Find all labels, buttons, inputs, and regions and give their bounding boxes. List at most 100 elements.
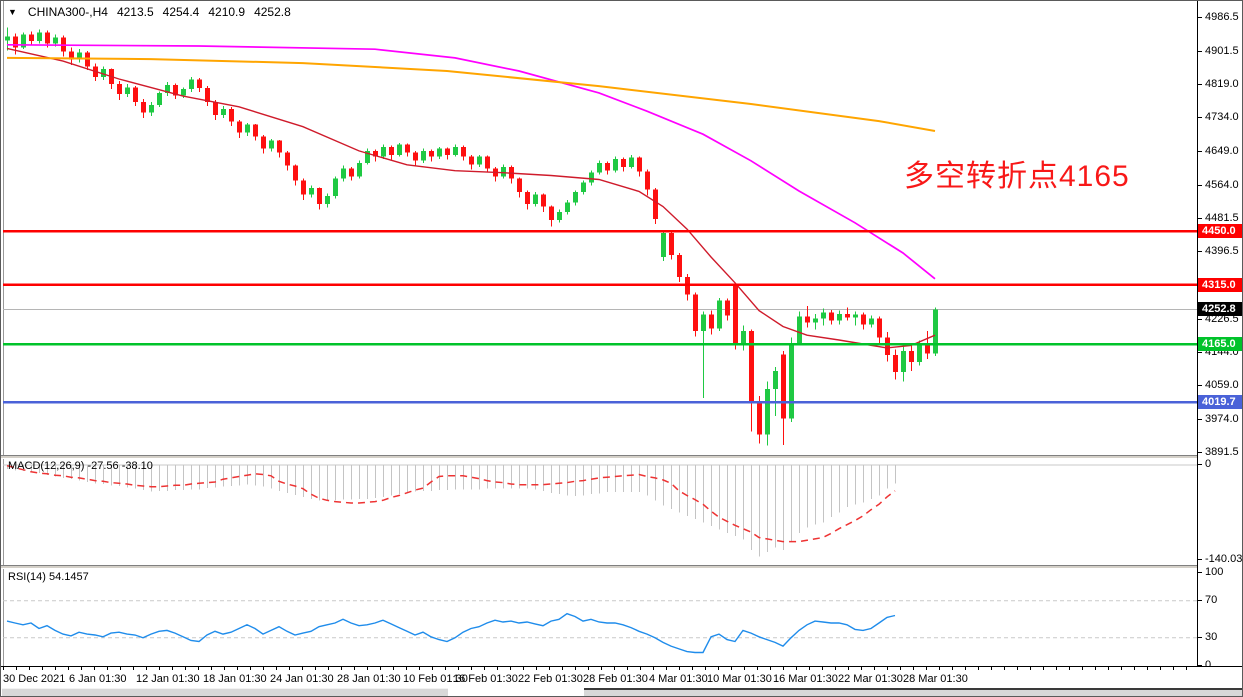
- rsi-line: [6, 612, 896, 654]
- candle-body: [189, 79, 194, 89]
- main-chart-area[interactable]: [1, 1, 1197, 455]
- candle-body: [877, 318, 882, 338]
- macd-axis-label-text: 0: [1205, 458, 1212, 470]
- rsi-tick: [1198, 636, 1202, 638]
- time-axis[interactable]: 30 Dec 2021 6 Jan 01:30 12 Jan 01:30 18 Jan…: [1, 666, 1242, 687]
- ma-orange-slowest-line: [6, 56, 936, 132]
- candle-body: [437, 148, 442, 157]
- date-label: 10 Feb 01:30: [403, 673, 468, 685]
- candle-body: [469, 156, 474, 165]
- price-axis-label-text: 4901.5: [1205, 44, 1239, 57]
- candle-body: [309, 188, 314, 195]
- candle-body: [933, 309, 938, 354]
- candle-body: [861, 314, 866, 325]
- date-label: 24 Jan 01:30: [270, 673, 334, 685]
- candle-body: [637, 157, 642, 172]
- candle-body: [749, 331, 754, 402]
- candle-body: [413, 152, 418, 161]
- candle-body: [693, 294, 698, 332]
- scrollbar-thumb-left[interactable]: [2, 688, 448, 696]
- candle-body: [373, 150, 378, 157]
- price-tick: [1198, 419, 1202, 421]
- collapse-arrow-icon[interactable]: ▼: [8, 7, 17, 17]
- date-label: 22 Mar 01:30: [838, 673, 903, 685]
- date-label: 6 Jan 01:30: [69, 673, 127, 685]
- candle-body: [301, 180, 306, 195]
- candle-body: [581, 182, 586, 193]
- date-label: 28 Mar 01:30: [903, 673, 968, 685]
- candle-body: [557, 212, 562, 221]
- candle-body: [573, 192, 578, 203]
- ohlc-open: 4213.5: [116, 5, 154, 19]
- macd-indicator-label: MACD(12,26,9) -27.56 -38.10: [8, 460, 153, 472]
- ohlc-high: 4254.4: [162, 5, 200, 19]
- price-tag-4450.0: 4450.0: [1198, 224, 1242, 239]
- candle-body: [621, 158, 626, 167]
- ma-red-fast-line: [6, 47, 936, 349]
- rsi-tick: [1198, 664, 1202, 666]
- candle-body: [221, 108, 226, 116]
- candle-body: [605, 162, 610, 171]
- candle-body: [133, 87, 138, 103]
- price-tag-4252.8: 4252.8: [1198, 302, 1242, 317]
- candle-body: [485, 156, 490, 169]
- price-tick: [1198, 318, 1202, 320]
- candle-body: [741, 331, 746, 346]
- price-axis-label-text: 4649.0: [1205, 145, 1239, 158]
- price-tick: [1198, 151, 1202, 153]
- price-axis[interactable]: 4986.5 4901.5 4819.0 4734.0 4649.0 4564.0 4481…: [1197, 1, 1243, 671]
- candle-body: [925, 343, 930, 354]
- candle-body: [53, 37, 58, 44]
- candle-body: [677, 254, 682, 277]
- candle-body: [613, 158, 618, 171]
- candle-body: [101, 69, 106, 77]
- date-label: 16 Mar 01:30: [773, 673, 838, 685]
- rsi-axis-label-text: 100: [1205, 566, 1224, 578]
- price-axis-label-text: 4734.0: [1205, 111, 1239, 124]
- candle-body: [429, 150, 434, 157]
- price-tick: [1198, 217, 1202, 219]
- rsi-axis-label-text: 70: [1205, 593, 1218, 606]
- macd-axis-label-text: -140.03: [1205, 552, 1243, 565]
- candle-body: [709, 314, 714, 329]
- candle-body: [869, 318, 874, 325]
- date-label: 22 Feb 01:30: [518, 673, 583, 685]
- candle-body: [837, 313, 842, 321]
- candle-body: [181, 88, 186, 96]
- panel-splitter-2[interactable]: [1, 565, 1197, 569]
- candle-body: [13, 36, 18, 48]
- candle-body: [813, 318, 818, 323]
- rsi-indicator-label: RSI(14) 54.1457: [8, 571, 89, 583]
- candle-body: [117, 84, 122, 95]
- bottom-scrollbar[interactable]: [1, 687, 1242, 696]
- candle-body: [565, 202, 570, 213]
- candle-body: [357, 162, 362, 177]
- macd-panel-area[interactable]: [1, 459, 1197, 565]
- price-tick: [1198, 385, 1202, 387]
- date-label: 12 Jan 01:30: [136, 673, 200, 685]
- candle-body: [789, 343, 794, 419]
- candle-body: [21, 34, 26, 48]
- price-tick: [1198, 50, 1202, 52]
- rsi-tick: [1198, 572, 1202, 573]
- candle-body: [701, 314, 706, 332]
- candle-body: [69, 51, 74, 60]
- candle-body: [261, 136, 266, 149]
- rsi-panel-area[interactable]: [1, 569, 1197, 666]
- candle-body: [885, 337, 890, 356]
- ohlc-low: 4210.9: [208, 5, 246, 19]
- candle-body: [845, 313, 850, 318]
- candle-body: [341, 168, 346, 179]
- candle-body: [293, 165, 298, 181]
- candle-body: [389, 146, 394, 155]
- candle-body: [821, 312, 826, 319]
- price-tag-4165.0: 4165.0: [1198, 337, 1242, 352]
- macd-signal-line: [6, 464, 896, 543]
- panel-splitter-1[interactable]: [1, 455, 1197, 459]
- date-label: 4 Mar 01:30: [649, 673, 708, 685]
- scrollbar-thumb-right[interactable]: [584, 688, 1242, 696]
- rsi-tick: [1198, 599, 1202, 601]
- ohlc-close: 4252.8: [254, 5, 291, 19]
- candle-body: [453, 146, 458, 155]
- date-label: 16 Feb 01:30: [453, 673, 518, 685]
